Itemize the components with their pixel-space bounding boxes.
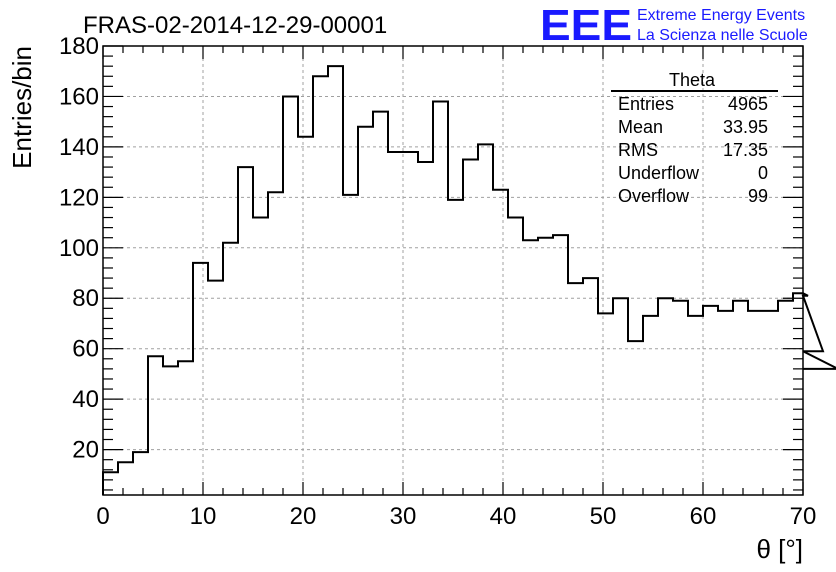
stats-value: 99 <box>748 186 768 206</box>
x-tick-label: 0 <box>96 503 109 530</box>
stats-value: 17.35 <box>723 140 768 160</box>
y-tick-labels: 20 40 60 80 100 120 140 160 180 <box>59 33 99 464</box>
stats-value: 4965 <box>728 94 768 114</box>
stats-value: 0 <box>758 163 768 183</box>
x-tick-label: 20 <box>290 503 317 530</box>
y-axis-label: Entries/bin <box>7 46 37 169</box>
grid-lines <box>103 46 803 495</box>
stats-label: Mean <box>618 117 663 137</box>
x-tick-label: 70 <box>790 503 817 530</box>
x-axis-label: θ [°] <box>756 534 803 564</box>
stats-value: 33.95 <box>723 117 768 137</box>
y-tick-label: 60 <box>72 336 99 363</box>
x-tick-label: 50 <box>590 503 617 530</box>
stats-label: Entries <box>618 94 674 114</box>
logo-line1: Extreme Energy Events <box>637 7 805 24</box>
logo-line2: La Scienza nelle Scuole <box>637 27 808 44</box>
x-tick-label: 30 <box>390 503 417 530</box>
y-tick-label: 40 <box>72 386 99 413</box>
y-tick-label: 140 <box>59 134 99 161</box>
stats-label: Overflow <box>618 186 690 206</box>
stats-label: Underflow <box>618 163 700 183</box>
stats-box-title: Theta <box>669 70 716 90</box>
y-tick-label: 160 <box>59 83 99 110</box>
axis-ticks <box>102 45 804 495</box>
x-tick-label: 40 <box>490 503 517 530</box>
x-tick-labels: 0 10 20 30 40 50 60 70 <box>96 503 816 530</box>
stats-label: RMS <box>618 140 658 160</box>
logo: EEE Extreme Energy Events La Scienza nel… <box>540 1 808 50</box>
plot-frame <box>102 45 804 496</box>
y-tick-label: 120 <box>59 184 99 211</box>
histogram-series <box>102 65 836 495</box>
logo-mark: EEE <box>540 1 632 50</box>
chart-title: FRAS-02-2014-12-29-00001 <box>83 12 387 39</box>
y-tick-label: 180 <box>59 33 99 60</box>
y-tick-label: 80 <box>72 285 99 312</box>
x-tick-label: 60 <box>690 503 717 530</box>
stats-box: Theta Entries 4965 Mean 33.95 RMS 17.35 Underf… <box>611 70 778 206</box>
y-tick-label: 20 <box>72 437 99 464</box>
x-tick-label: 10 <box>190 503 217 530</box>
y-tick-label: 100 <box>59 235 99 262</box>
